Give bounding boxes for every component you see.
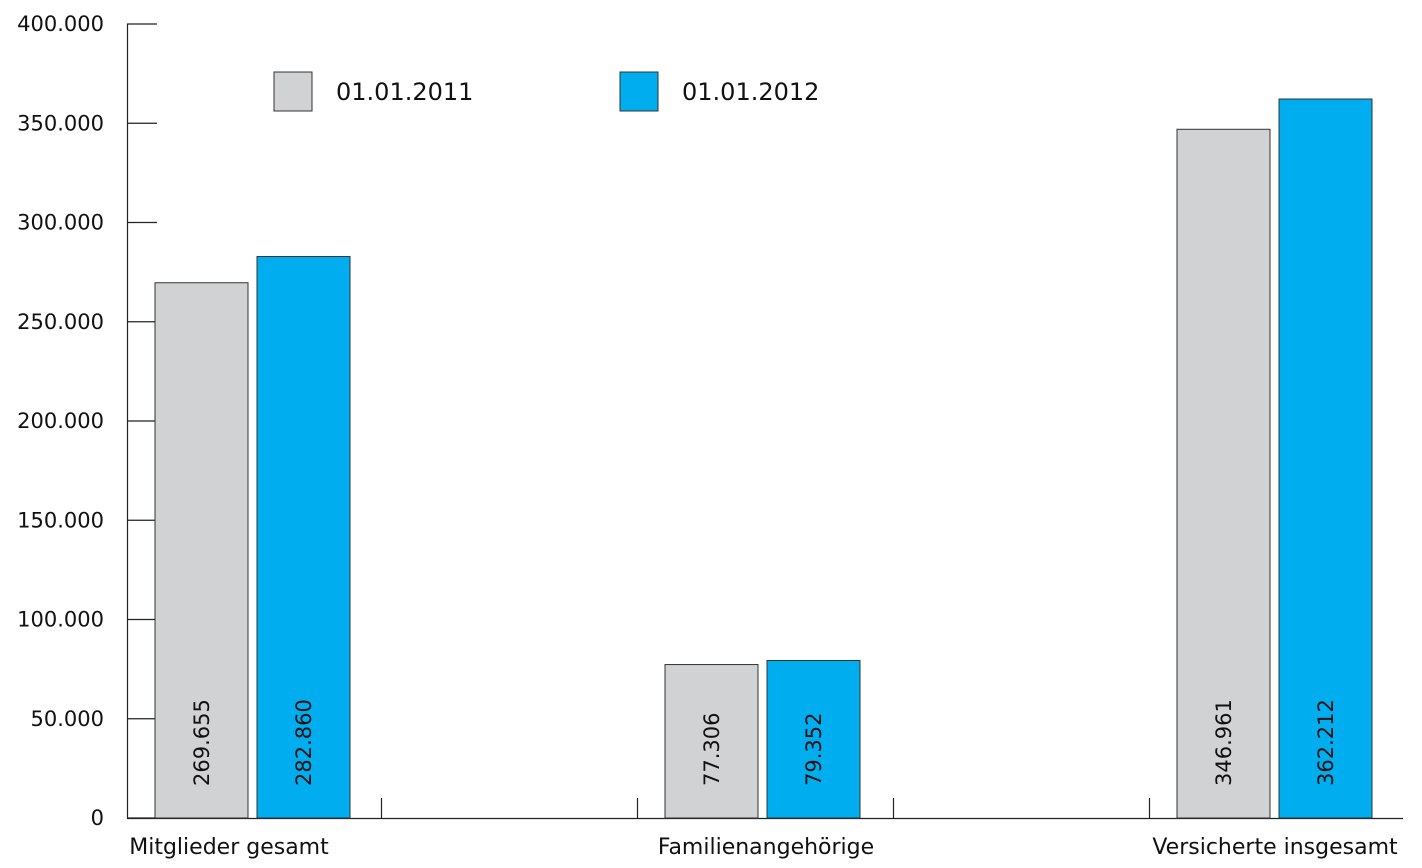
legend-label: 01.01.2011 [336, 78, 473, 106]
bar [1278, 98, 1373, 819]
bar-value-label: 77.306 [700, 713, 724, 786]
bar-value-label: 79.352 [802, 713, 826, 786]
y-tick-label: 200.000 [17, 409, 104, 433]
y-tick-label: 0 [91, 806, 104, 830]
legend-swatch [619, 71, 659, 112]
bar-value-label: 282.860 [292, 699, 316, 786]
x-category-label: Mitglieder gesamt [129, 835, 329, 860]
y-tick-label: 400.000 [17, 12, 104, 36]
y-tick-label: 250.000 [17, 310, 104, 334]
legend-swatch [273, 71, 313, 112]
y-tick-label: 350.000 [17, 111, 104, 135]
bar [1176, 128, 1271, 819]
y-tick-label: 100.000 [17, 608, 104, 632]
bar [664, 664, 759, 819]
y-tick-label: 300.000 [17, 211, 104, 235]
bar-value-label: 346.961 [1212, 699, 1236, 786]
y-tick-label: 50.000 [31, 707, 104, 731]
bar [766, 659, 861, 819]
y-tick-label: 150.000 [17, 508, 104, 532]
legend-label: 01.01.2012 [682, 78, 819, 106]
bar-value-label: 362.212 [1314, 699, 1338, 786]
bar [256, 256, 351, 819]
bar-value-label: 269.655 [190, 699, 214, 786]
x-category-label: Versicherte insgesamt [1152, 835, 1398, 860]
bar [154, 282, 249, 819]
x-category-label: Familienangehörige [658, 835, 874, 860]
